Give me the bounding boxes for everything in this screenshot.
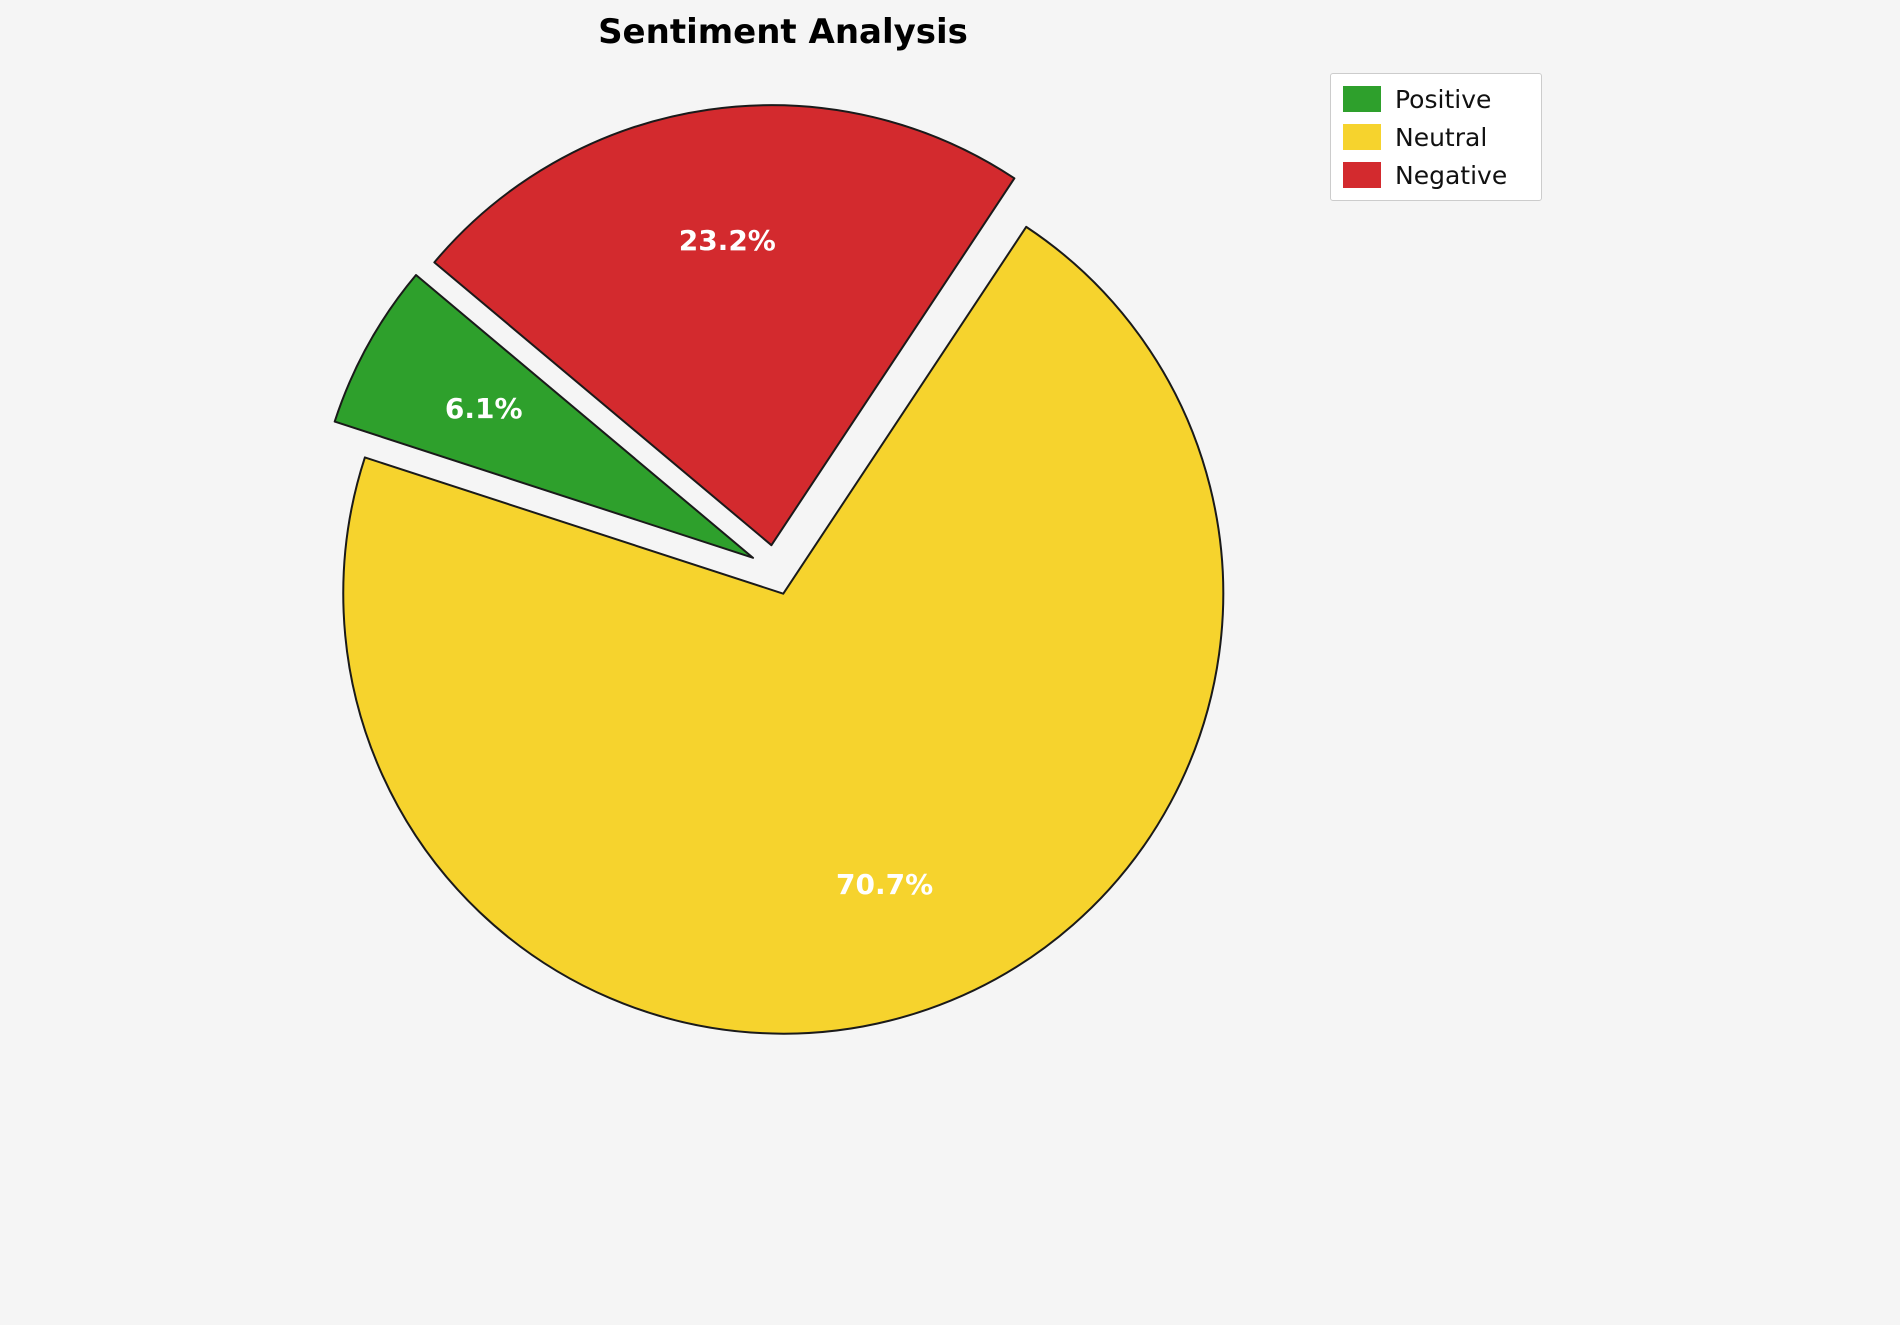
- chart-title: Sentiment Analysis: [598, 12, 968, 52]
- legend-label-negative: Negative: [1395, 160, 1508, 190]
- pct-label-negative: 23.2%: [679, 224, 776, 257]
- pct-label-neutral: 70.7%: [836, 868, 933, 901]
- pie-slice-negative: [433, 104, 1016, 547]
- pie-slice-neutral: [342, 225, 1225, 1035]
- legend-item-neutral: Neutral: [1343, 124, 1529, 150]
- legend-label-neutral: Neutral: [1395, 122, 1488, 152]
- pie-slice-positive: [333, 274, 755, 559]
- legend-item-negative: Negative: [1343, 162, 1529, 188]
- legend-swatch-positive: [1343, 86, 1381, 112]
- legend-item-positive: Positive: [1343, 86, 1529, 112]
- legend-label-positive: Positive: [1395, 84, 1492, 114]
- legend-swatch-negative: [1343, 162, 1381, 188]
- legend: Positive Neutral Negative: [1330, 73, 1542, 201]
- pct-label-positive: 6.1%: [445, 392, 523, 425]
- legend-swatch-neutral: [1343, 124, 1381, 150]
